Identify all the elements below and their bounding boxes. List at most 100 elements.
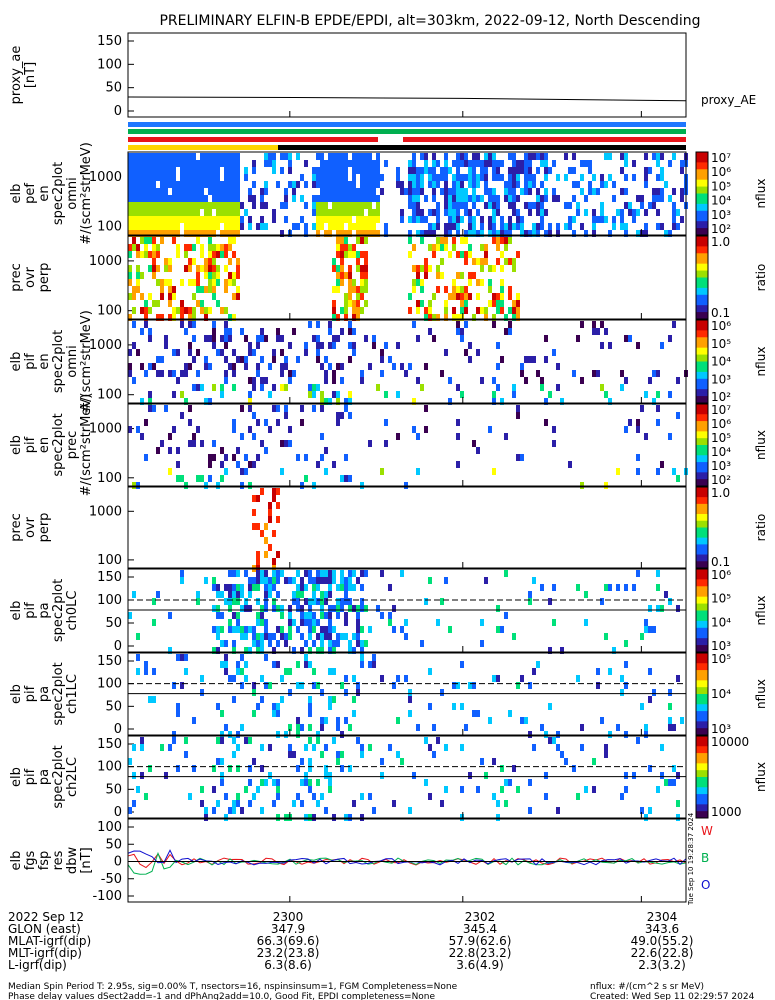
heat-cell	[256, 454, 260, 461]
heat-cell	[168, 174, 172, 181]
heat-cell	[248, 188, 252, 195]
heat-cell	[252, 377, 256, 384]
heat-cell	[424, 160, 428, 167]
ylabel-p1-2: en	[37, 185, 52, 201]
heat-cell	[464, 724, 468, 731]
colorbar-segment	[696, 468, 708, 473]
heat-cell	[464, 237, 468, 244]
heat-cell	[128, 265, 132, 272]
heat-cell	[148, 293, 152, 300]
heat-cell	[456, 314, 460, 321]
row-label-0: GLON (east)	[8, 922, 81, 936]
heat-cell	[460, 216, 464, 223]
heat-cell	[344, 188, 348, 195]
heat-cell	[344, 675, 348, 682]
heat-cell	[300, 577, 304, 584]
heat-cell	[180, 412, 184, 419]
heat-cell	[200, 216, 204, 223]
heat-cell	[368, 174, 372, 181]
heat-cell	[364, 230, 368, 237]
heat-cell	[660, 195, 664, 202]
heat-cell	[352, 160, 356, 167]
heat-cell	[232, 202, 236, 209]
heat-cell	[336, 195, 340, 202]
heat-cell	[172, 391, 176, 398]
heat-cell	[248, 779, 252, 786]
heat-cell	[212, 153, 216, 160]
cbar-tick-p1-5: 10²	[711, 222, 731, 236]
heat-cell	[412, 181, 416, 188]
colorbar-segment	[696, 320, 708, 324]
cbar-label-p8: nflux	[754, 762, 768, 792]
heat-cell	[516, 216, 520, 223]
heat-cell	[552, 188, 556, 195]
heat-cell	[212, 216, 216, 223]
heat-cell	[472, 682, 476, 689]
heat-cell	[648, 807, 652, 814]
heat-cell	[224, 468, 228, 475]
heat-cell	[536, 209, 540, 216]
heat-cell	[340, 307, 344, 314]
heat-cell	[144, 793, 148, 800]
heat-cell	[500, 293, 504, 300]
heat-cell	[348, 598, 352, 605]
heat-cell	[324, 230, 328, 237]
heat-cell	[140, 195, 144, 202]
heat-cell	[264, 223, 268, 230]
heat-cell	[512, 174, 516, 181]
side-label-O: O	[701, 878, 710, 892]
heat-cell	[360, 223, 364, 230]
heat-cell	[444, 237, 448, 244]
heat-cell	[380, 370, 384, 377]
heat-cell	[284, 195, 288, 202]
heat-cell	[212, 188, 216, 195]
heat-cell	[264, 537, 268, 544]
colorbar-segment	[696, 753, 708, 757]
heat-cell	[188, 279, 192, 286]
heat-cell	[416, 209, 420, 216]
colorbar-segment	[696, 451, 708, 456]
heat-cell	[296, 682, 300, 689]
heat-cell	[176, 153, 180, 160]
heat-cell	[352, 675, 356, 682]
heat-cell	[264, 551, 268, 558]
heat-cell	[240, 724, 244, 731]
heat-cell	[132, 800, 136, 807]
heat-cell	[196, 209, 200, 216]
heat-cell	[368, 363, 372, 370]
heat-cell	[320, 605, 324, 612]
heat-cell	[252, 710, 256, 717]
heat-cell	[184, 265, 188, 272]
colorbar-segment	[696, 330, 708, 335]
heat-cell	[324, 633, 328, 640]
heat-cell	[488, 223, 492, 230]
heat-cell	[252, 384, 256, 391]
heat-cell	[300, 405, 304, 412]
heat-cell	[212, 202, 216, 209]
heat-cell	[532, 356, 536, 363]
heat-cell	[280, 153, 284, 160]
heat-cell	[260, 356, 264, 363]
heat-cell	[488, 216, 492, 223]
heat-cell	[232, 188, 236, 195]
heat-cell	[220, 640, 224, 647]
heat-cell	[356, 286, 360, 293]
heat-cell	[228, 675, 232, 682]
heat-cell	[260, 216, 264, 223]
heat-cell	[356, 237, 360, 244]
heat-cell	[320, 202, 324, 209]
heat-cell	[220, 661, 224, 668]
heat-cell	[212, 605, 216, 612]
heat-cell	[340, 244, 344, 251]
panel-frame	[127, 652, 687, 736]
heat-cell	[132, 230, 136, 237]
heat-cell	[644, 230, 648, 237]
heat-cell	[580, 160, 584, 167]
heat-cell	[164, 342, 168, 349]
heat-cell	[364, 251, 368, 258]
heat-cell	[148, 195, 152, 202]
heat-cell	[392, 626, 396, 633]
heat-cell	[128, 202, 132, 209]
heat-cell	[540, 153, 544, 160]
heat-cell	[344, 612, 348, 619]
